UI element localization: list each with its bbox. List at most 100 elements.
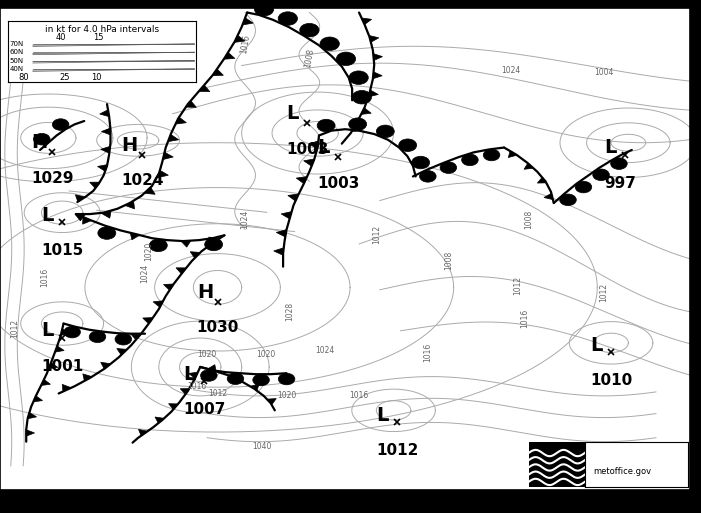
Circle shape (278, 373, 295, 385)
Text: L: L (41, 321, 54, 340)
Polygon shape (130, 233, 139, 240)
Text: 1020: 1020 (144, 242, 153, 261)
Text: 1016: 1016 (187, 382, 206, 391)
Polygon shape (281, 211, 292, 219)
Polygon shape (224, 52, 235, 59)
Circle shape (348, 118, 367, 130)
Text: H: H (31, 133, 48, 152)
Polygon shape (125, 201, 135, 209)
Text: 1008: 1008 (444, 251, 454, 270)
Polygon shape (155, 417, 164, 423)
Polygon shape (373, 72, 382, 79)
Text: 1016: 1016 (423, 343, 433, 362)
Polygon shape (176, 268, 186, 274)
Circle shape (320, 37, 339, 50)
Text: 1012: 1012 (208, 389, 227, 398)
Polygon shape (76, 195, 85, 202)
Polygon shape (273, 248, 284, 255)
Text: 1024: 1024 (240, 210, 250, 229)
Text: 1012: 1012 (11, 319, 20, 338)
Text: 1020: 1020 (198, 350, 217, 360)
Polygon shape (199, 85, 210, 92)
Polygon shape (90, 182, 100, 188)
Polygon shape (190, 252, 200, 258)
Polygon shape (101, 210, 111, 218)
Text: H: H (197, 283, 213, 302)
Polygon shape (100, 110, 109, 116)
Polygon shape (304, 159, 315, 166)
Text: 1040: 1040 (252, 442, 272, 451)
Polygon shape (373, 53, 383, 61)
Circle shape (349, 71, 368, 85)
Text: in kt for 4.0 hPa intervals: in kt for 4.0 hPa intervals (46, 25, 159, 34)
Text: 1008: 1008 (524, 210, 533, 229)
Polygon shape (83, 374, 93, 381)
Text: L: L (590, 336, 603, 355)
Polygon shape (234, 35, 245, 43)
Polygon shape (209, 237, 219, 244)
Polygon shape (168, 134, 179, 142)
Circle shape (399, 139, 416, 151)
Text: L: L (287, 104, 299, 123)
Polygon shape (75, 214, 86, 221)
Polygon shape (189, 372, 198, 378)
Polygon shape (27, 412, 36, 419)
Text: 1028: 1028 (285, 302, 294, 321)
Text: 1012: 1012 (376, 443, 418, 458)
Text: 1024: 1024 (121, 173, 163, 188)
Polygon shape (230, 373, 238, 380)
Circle shape (34, 133, 50, 145)
Text: 80: 80 (18, 73, 29, 82)
Circle shape (278, 12, 297, 25)
Polygon shape (158, 170, 168, 177)
Polygon shape (168, 404, 178, 409)
Text: 1016: 1016 (41, 268, 49, 287)
Polygon shape (508, 151, 517, 157)
Text: 1024: 1024 (501, 66, 521, 75)
Polygon shape (61, 329, 69, 336)
Text: H: H (121, 135, 137, 154)
Polygon shape (243, 18, 253, 25)
Polygon shape (544, 193, 553, 200)
Polygon shape (212, 69, 224, 75)
Polygon shape (181, 241, 191, 247)
Text: 1024: 1024 (140, 263, 149, 283)
Polygon shape (163, 284, 174, 290)
Text: 25: 25 (60, 73, 70, 82)
Polygon shape (207, 365, 216, 371)
Text: 1016: 1016 (239, 33, 251, 54)
Polygon shape (139, 429, 148, 436)
Polygon shape (369, 90, 379, 97)
Polygon shape (41, 380, 50, 385)
Text: 997: 997 (604, 175, 636, 190)
Circle shape (440, 162, 456, 173)
Text: L: L (318, 138, 330, 157)
Polygon shape (361, 108, 371, 114)
Polygon shape (175, 117, 186, 124)
Text: 1004: 1004 (594, 68, 614, 77)
Circle shape (411, 156, 430, 169)
Polygon shape (48, 363, 57, 369)
Circle shape (420, 171, 436, 182)
Polygon shape (288, 194, 299, 201)
Text: 1008: 1008 (304, 48, 315, 69)
Text: metoffice.gov: metoffice.gov (593, 467, 651, 476)
Circle shape (253, 374, 269, 386)
Circle shape (593, 169, 609, 181)
Text: 40: 40 (56, 33, 67, 42)
Circle shape (98, 227, 116, 240)
Text: 1020: 1020 (256, 350, 275, 360)
Text: 15: 15 (93, 33, 104, 42)
Circle shape (611, 158, 627, 169)
Text: L: L (183, 365, 196, 384)
Text: L: L (41, 206, 54, 225)
Text: 70N: 70N (9, 41, 24, 47)
Polygon shape (308, 141, 318, 148)
Polygon shape (369, 35, 379, 42)
Text: 1016: 1016 (520, 309, 529, 328)
Polygon shape (101, 146, 110, 153)
Circle shape (149, 239, 168, 252)
Polygon shape (26, 430, 34, 436)
Polygon shape (185, 101, 196, 107)
Polygon shape (55, 346, 64, 352)
